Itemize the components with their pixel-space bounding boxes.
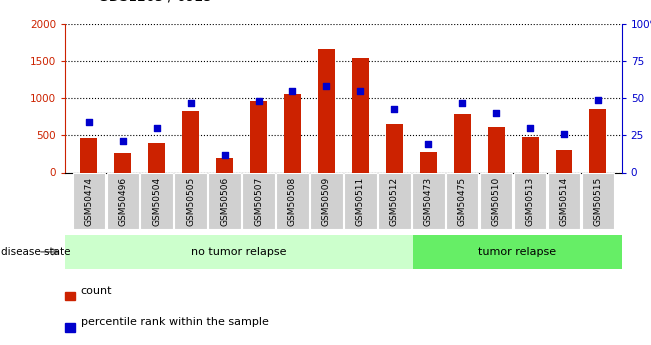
Bar — [454, 114, 471, 172]
FancyBboxPatch shape — [378, 172, 411, 229]
Point — [457, 100, 467, 106]
FancyBboxPatch shape — [242, 172, 275, 229]
Point — [83, 119, 94, 125]
Bar — [65, 323, 75, 332]
Point — [593, 97, 603, 102]
Text: tumor relapse: tumor relapse — [478, 247, 557, 257]
Bar — [488, 127, 505, 172]
Text: GSM50510: GSM50510 — [492, 177, 501, 226]
Point — [152, 125, 162, 131]
FancyBboxPatch shape — [446, 172, 478, 229]
FancyBboxPatch shape — [344, 172, 377, 229]
Point — [118, 139, 128, 144]
Bar — [555, 149, 572, 172]
Text: GSM50515: GSM50515 — [594, 177, 602, 226]
Point — [219, 152, 230, 157]
Bar — [182, 111, 199, 172]
Bar — [420, 152, 437, 172]
Text: GSM50496: GSM50496 — [118, 177, 128, 226]
Point — [253, 99, 264, 104]
Bar — [65, 292, 75, 300]
Text: GSM50475: GSM50475 — [458, 177, 467, 226]
Bar — [115, 153, 132, 172]
Point — [389, 106, 400, 111]
Point — [491, 110, 501, 116]
Text: GSM50507: GSM50507 — [254, 177, 263, 226]
FancyBboxPatch shape — [480, 172, 512, 229]
Text: no tumor relapse: no tumor relapse — [191, 247, 287, 257]
Text: GSM50506: GSM50506 — [220, 177, 229, 226]
Point — [525, 125, 535, 131]
Text: GDS1263 / 6925: GDS1263 / 6925 — [98, 0, 212, 3]
Bar — [250, 101, 267, 172]
Text: GSM50474: GSM50474 — [85, 177, 93, 226]
Point — [186, 100, 196, 106]
Point — [355, 88, 366, 94]
Text: disease state: disease state — [1, 247, 70, 257]
Point — [321, 84, 331, 89]
Text: GSM50505: GSM50505 — [186, 177, 195, 226]
Text: GSM50509: GSM50509 — [322, 177, 331, 226]
Text: GSM50511: GSM50511 — [356, 177, 365, 226]
Text: GSM50513: GSM50513 — [525, 177, 534, 226]
Text: GSM50504: GSM50504 — [152, 177, 161, 226]
Bar — [80, 138, 98, 172]
FancyBboxPatch shape — [174, 172, 207, 229]
Text: GSM50512: GSM50512 — [390, 177, 399, 226]
Bar — [589, 109, 607, 172]
Text: count: count — [81, 286, 112, 296]
Bar — [318, 49, 335, 172]
FancyBboxPatch shape — [514, 172, 546, 229]
Bar — [284, 94, 301, 172]
Bar — [386, 124, 403, 172]
Bar — [521, 137, 538, 172]
Text: percentile rank within the sample: percentile rank within the sample — [81, 317, 269, 327]
FancyBboxPatch shape — [547, 172, 580, 229]
Point — [287, 88, 298, 94]
Text: GSM50514: GSM50514 — [559, 177, 568, 226]
Text: GSM50508: GSM50508 — [288, 177, 297, 226]
FancyBboxPatch shape — [72, 172, 105, 229]
FancyBboxPatch shape — [581, 172, 615, 229]
Text: GSM50473: GSM50473 — [424, 177, 433, 226]
FancyBboxPatch shape — [412, 172, 445, 229]
FancyBboxPatch shape — [107, 172, 139, 229]
Point — [423, 141, 434, 147]
Bar — [216, 158, 233, 172]
Point — [559, 131, 569, 137]
Bar — [352, 58, 369, 172]
FancyBboxPatch shape — [310, 172, 342, 229]
FancyBboxPatch shape — [276, 172, 309, 229]
FancyBboxPatch shape — [141, 172, 173, 229]
Bar — [148, 143, 165, 172]
FancyBboxPatch shape — [208, 172, 241, 229]
